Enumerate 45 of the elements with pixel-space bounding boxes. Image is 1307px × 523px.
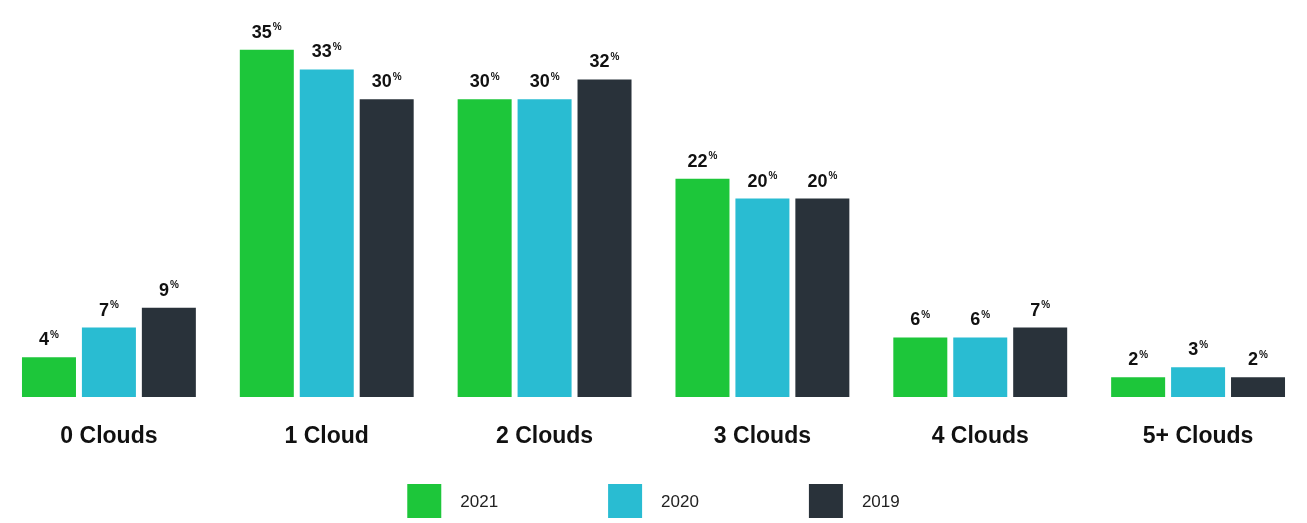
bar bbox=[1231, 377, 1286, 397]
data-label: 30% bbox=[529, 70, 560, 92]
bar bbox=[517, 99, 572, 397]
x-tick-label: 5+ Clouds bbox=[1142, 421, 1254, 448]
legend-label: 2019 bbox=[861, 491, 900, 511]
data-label: 6% bbox=[970, 308, 991, 330]
data-label: 2% bbox=[1248, 348, 1269, 370]
bar bbox=[735, 198, 790, 397]
data-label: 20% bbox=[747, 170, 778, 191]
x-tick-label: 0 Clouds bbox=[60, 421, 158, 448]
data-label: 33% bbox=[311, 40, 342, 62]
data-label: 6% bbox=[910, 308, 931, 330]
bar bbox=[893, 337, 948, 397]
data-label: 32% bbox=[589, 50, 620, 72]
legend-label: 2021 bbox=[460, 491, 499, 511]
data-label: 4% bbox=[39, 328, 60, 350]
x-tick-label: 2 Clouds bbox=[496, 421, 594, 448]
data-label: 20% bbox=[807, 170, 838, 191]
data-label: 30% bbox=[371, 70, 402, 92]
bar bbox=[1111, 377, 1166, 397]
data-label: 7% bbox=[98, 299, 119, 320]
bar bbox=[81, 327, 136, 397]
x-tick-label: 1 Cloud bbox=[284, 421, 369, 448]
data-label: 2% bbox=[1128, 348, 1149, 370]
data-label: 9% bbox=[158, 279, 179, 300]
bar bbox=[577, 79, 632, 397]
bar bbox=[239, 49, 294, 397]
data-label: 22% bbox=[687, 150, 718, 171]
bar bbox=[21, 357, 76, 397]
bar bbox=[953, 337, 1008, 397]
data-label: 30% bbox=[469, 70, 500, 92]
bar bbox=[1171, 367, 1226, 397]
x-tick-label: 3 Clouds bbox=[713, 421, 811, 448]
bar bbox=[795, 198, 850, 397]
bar bbox=[299, 69, 354, 397]
data-label: 3% bbox=[1188, 338, 1209, 360]
data-label: 35% bbox=[251, 21, 282, 42]
bar bbox=[359, 99, 414, 397]
x-tick-label: 4 Clouds bbox=[931, 421, 1029, 448]
bar bbox=[1013, 327, 1068, 397]
bar bbox=[675, 178, 730, 397]
bar bbox=[457, 99, 512, 397]
bar bbox=[141, 307, 196, 397]
data-label: 7% bbox=[1030, 299, 1051, 320]
legend-label: 2020 bbox=[661, 491, 699, 511]
